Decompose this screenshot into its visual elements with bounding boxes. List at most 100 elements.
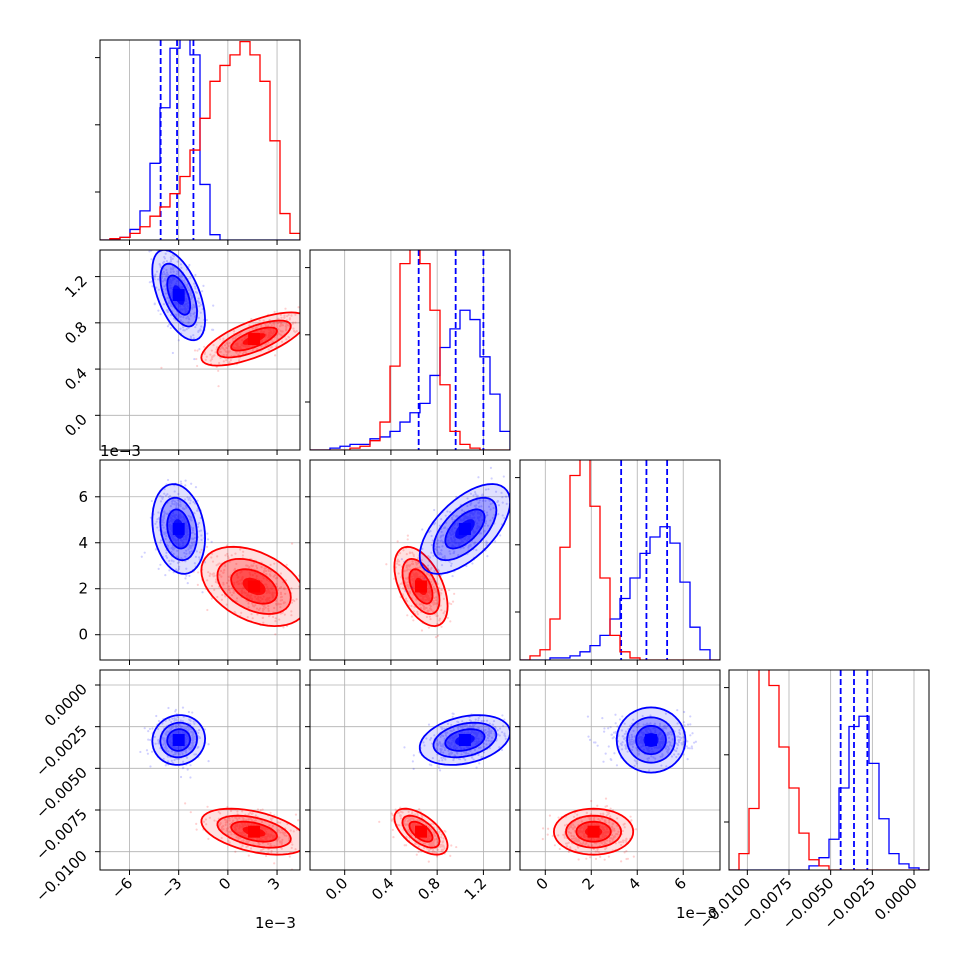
sample-point [278, 332, 281, 335]
sample-point [191, 741, 194, 744]
sample-point [283, 601, 286, 604]
sample-point [418, 566, 421, 569]
sample-point [212, 304, 215, 307]
sample-point [205, 318, 208, 322]
sample-point [620, 748, 624, 751]
sample-point [291, 843, 294, 846]
sample-point [186, 496, 189, 499]
sample-point [169, 326, 172, 330]
sample-point [166, 296, 170, 300]
sample-point [227, 839, 230, 842]
sample-point [155, 714, 158, 718]
sample-point [405, 600, 409, 603]
sample-point [514, 745, 516, 747]
sample-point [172, 753, 175, 757]
sample-point [279, 605, 282, 609]
sample-point [440, 748, 443, 751]
sample-point [280, 321, 283, 324]
sample-point [198, 301, 201, 304]
sample-point [632, 729, 635, 732]
sample-point [492, 719, 496, 723]
sample-point [432, 610, 435, 613]
sample-point [469, 749, 472, 752]
sample-point [455, 751, 459, 754]
sample-point [461, 724, 464, 727]
sample-point [603, 820, 607, 823]
sample-point [178, 313, 181, 316]
sample-point [623, 851, 626, 854]
sample-point [489, 519, 492, 522]
sample-point [408, 551, 412, 554]
sample-point [616, 833, 619, 836]
sample-point [436, 634, 439, 637]
sample-point [398, 824, 401, 827]
sample-point [265, 573, 268, 576]
sample-point [228, 341, 231, 345]
sample-point [406, 583, 409, 587]
sample-point [479, 746, 482, 749]
sample-point [190, 337, 193, 340]
sample-point [608, 837, 612, 840]
sample-point [194, 273, 197, 277]
sample-point [475, 548, 478, 552]
sample-point [143, 727, 146, 730]
sample-point [280, 330, 284, 333]
sample-point [515, 511, 517, 513]
sample-point [478, 501, 481, 504]
sample-point [165, 512, 168, 515]
sample-point [585, 811, 588, 814]
sample-point [179, 775, 183, 779]
sample-point [285, 327, 288, 331]
sample-point [211, 328, 214, 331]
sample-point [157, 247, 159, 249]
sample-point [231, 337, 234, 340]
sample-point [286, 314, 289, 318]
sample-point [423, 577, 426, 580]
sample-point [460, 509, 464, 512]
sample-point [184, 727, 188, 730]
sample-point [626, 857, 630, 860]
sample-point [601, 817, 604, 820]
sample-point [163, 510, 166, 513]
sample-point [405, 553, 408, 556]
sample-point [166, 273, 170, 276]
sample-point [504, 495, 508, 498]
sample-point [449, 552, 452, 555]
sample-point [193, 282, 196, 285]
sample-point [406, 614, 409, 617]
sample-point [283, 587, 286, 590]
sample-point [163, 531, 166, 534]
sample-point [488, 730, 491, 733]
sample-point [397, 811, 400, 814]
sample-point [166, 512, 169, 515]
sample-point [442, 837, 445, 840]
sample-point [453, 592, 456, 595]
sample-point [404, 590, 407, 593]
sample-point [405, 564, 409, 567]
sample-point [576, 840, 579, 843]
sample-point [473, 504, 476, 508]
sample-point [195, 509, 199, 512]
sample-point [233, 569, 236, 572]
sample-point [247, 854, 250, 857]
sample-point [433, 839, 436, 842]
sample-point [183, 498, 187, 501]
sample-point [567, 831, 571, 834]
y-tick-label: 0.4 [61, 364, 91, 394]
sample-point [168, 301, 171, 305]
sample-point [222, 571, 225, 574]
sample-point [161, 722, 164, 725]
sample-point [232, 330, 236, 333]
sample-point [613, 827, 616, 830]
sample-point [433, 602, 437, 605]
sample-point [429, 568, 432, 571]
sample-point [406, 816, 409, 819]
sample-point [180, 725, 183, 728]
sample-point [283, 834, 286, 837]
sample-point [307, 312, 309, 314]
sample-point [179, 505, 182, 508]
sample-point [514, 519, 516, 521]
sample-point [415, 853, 418, 856]
sample-point [428, 556, 432, 559]
sample-point [443, 727, 446, 730]
